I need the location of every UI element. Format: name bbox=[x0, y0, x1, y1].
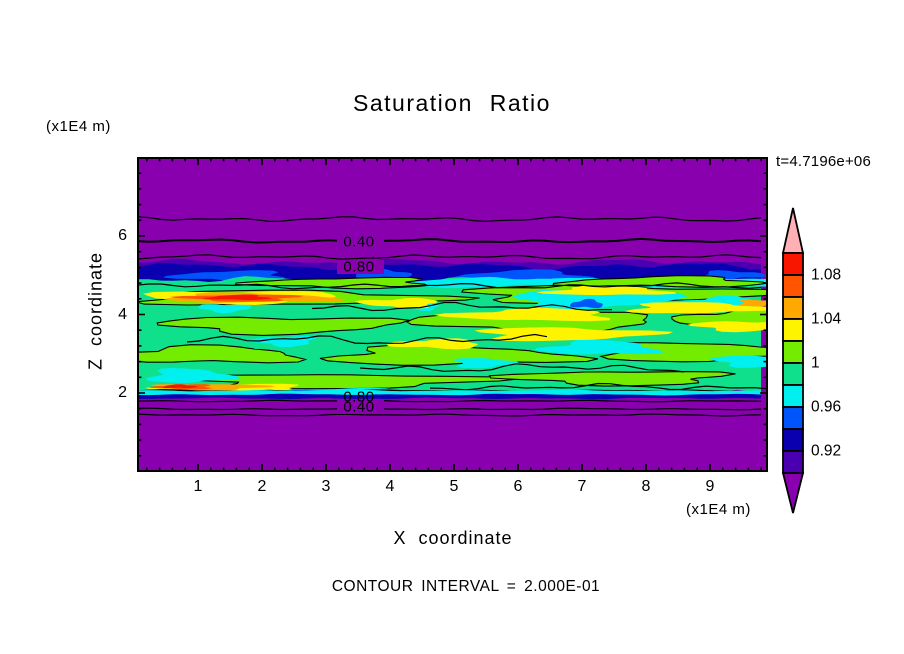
contour-line bbox=[137, 216, 762, 223]
label-gap bbox=[337, 399, 384, 414]
yellow-patch bbox=[536, 285, 676, 296]
colorbar: 1.08 1.04 1 0.96 0.92 bbox=[781, 207, 842, 514]
colorbar-segment-navy bbox=[782, 428, 804, 452]
x-tick-label: 6 bbox=[513, 478, 523, 495]
colorbar-tick-label: 1.08 bbox=[811, 267, 841, 284]
colorbar-segment-orangered bbox=[782, 274, 804, 298]
blue-patch bbox=[569, 298, 603, 309]
chartreuse-lens bbox=[488, 371, 736, 387]
contour-label: 0.40 bbox=[343, 234, 374, 251]
navy-strip bbox=[137, 393, 761, 400]
cyan-patch bbox=[453, 358, 520, 369]
x-tick-label: 7 bbox=[577, 478, 587, 495]
yellow-patch bbox=[433, 307, 611, 322]
colorbar-tick-label: 0.92 bbox=[811, 443, 841, 460]
contour-line bbox=[359, 363, 685, 373]
colorbar-segment-blue bbox=[782, 406, 804, 430]
colorbar-segment-red bbox=[782, 252, 804, 276]
x-tick-label: 9 bbox=[705, 478, 715, 495]
yellow-patch bbox=[474, 327, 673, 342]
red-patch bbox=[202, 294, 273, 301]
colorbar-segment-cyan bbox=[782, 384, 804, 408]
x-tick-label: 1 bbox=[193, 478, 203, 495]
yellow-patch bbox=[354, 297, 439, 309]
contour-interval-note: CONTOUR INTERVAL = 2.000E-01 bbox=[331, 578, 601, 595]
cyan-patch bbox=[534, 339, 664, 355]
orange-patch bbox=[739, 299, 768, 307]
colorbar-segment-spring bbox=[782, 362, 804, 386]
label-gap bbox=[337, 260, 384, 274]
cyan-patch bbox=[709, 355, 768, 368]
x-axis-units-label: (x1E4 m) bbox=[686, 501, 751, 518]
x-tick-label: 4 bbox=[385, 478, 395, 495]
contour-plot: 0.400.800.800.40 bbox=[137, 157, 768, 472]
label-gap bbox=[337, 234, 384, 249]
contour-line bbox=[429, 382, 767, 391]
colorbar-over-arrow bbox=[781, 207, 805, 254]
x-axis-title: X coordinate bbox=[393, 528, 513, 548]
colorbar-segment-violet bbox=[782, 450, 804, 474]
contour-label: 0.40 bbox=[343, 399, 374, 416]
cyan-patch bbox=[145, 368, 241, 383]
contour-line bbox=[137, 254, 762, 260]
cyan-patch bbox=[198, 304, 252, 314]
z-tick-label: 4 bbox=[118, 305, 127, 323]
x-tick-label: 3 bbox=[321, 478, 331, 495]
chartreuse-lens bbox=[137, 344, 308, 364]
x-tick-label: 2 bbox=[257, 478, 267, 495]
z-tick-label: 6 bbox=[118, 227, 127, 244]
contour-line bbox=[137, 282, 762, 290]
chartreuse-lens bbox=[156, 316, 410, 336]
contour-label: 0.80 bbox=[343, 259, 374, 276]
z-axis-units-label: (x1E4 m) bbox=[46, 118, 111, 135]
colorbar-tick-label: 0.96 bbox=[811, 399, 841, 416]
x-tick-label: 8 bbox=[641, 478, 651, 495]
x-tick-label: 5 bbox=[449, 478, 459, 495]
z-tick-label: 2 bbox=[118, 384, 127, 401]
contour-line bbox=[137, 413, 762, 417]
colorbar-tick-label: 1 bbox=[811, 355, 820, 372]
contour-line bbox=[311, 301, 612, 312]
colorbar-segment-chartreuse bbox=[782, 340, 804, 364]
colorbar-segment-yellow bbox=[782, 318, 804, 342]
time-annotation: t=4.7196e+06 bbox=[776, 153, 871, 170]
contour-line bbox=[137, 407, 762, 411]
contour-label: 0.80 bbox=[343, 389, 374, 406]
contour-line bbox=[137, 399, 762, 403]
yellow-patch bbox=[687, 321, 768, 333]
red-patch bbox=[162, 384, 198, 389]
chart-title: Saturation Ratio bbox=[353, 90, 551, 116]
plot-frame bbox=[137, 157, 768, 472]
colorbar-under-arrow bbox=[781, 472, 805, 514]
colorbar-tick-label: 1.04 bbox=[811, 311, 842, 328]
contour-line bbox=[186, 333, 548, 345]
yellow-patch bbox=[624, 302, 768, 314]
contour-line bbox=[137, 237, 762, 244]
colorbar-segment-orange bbox=[782, 296, 804, 320]
